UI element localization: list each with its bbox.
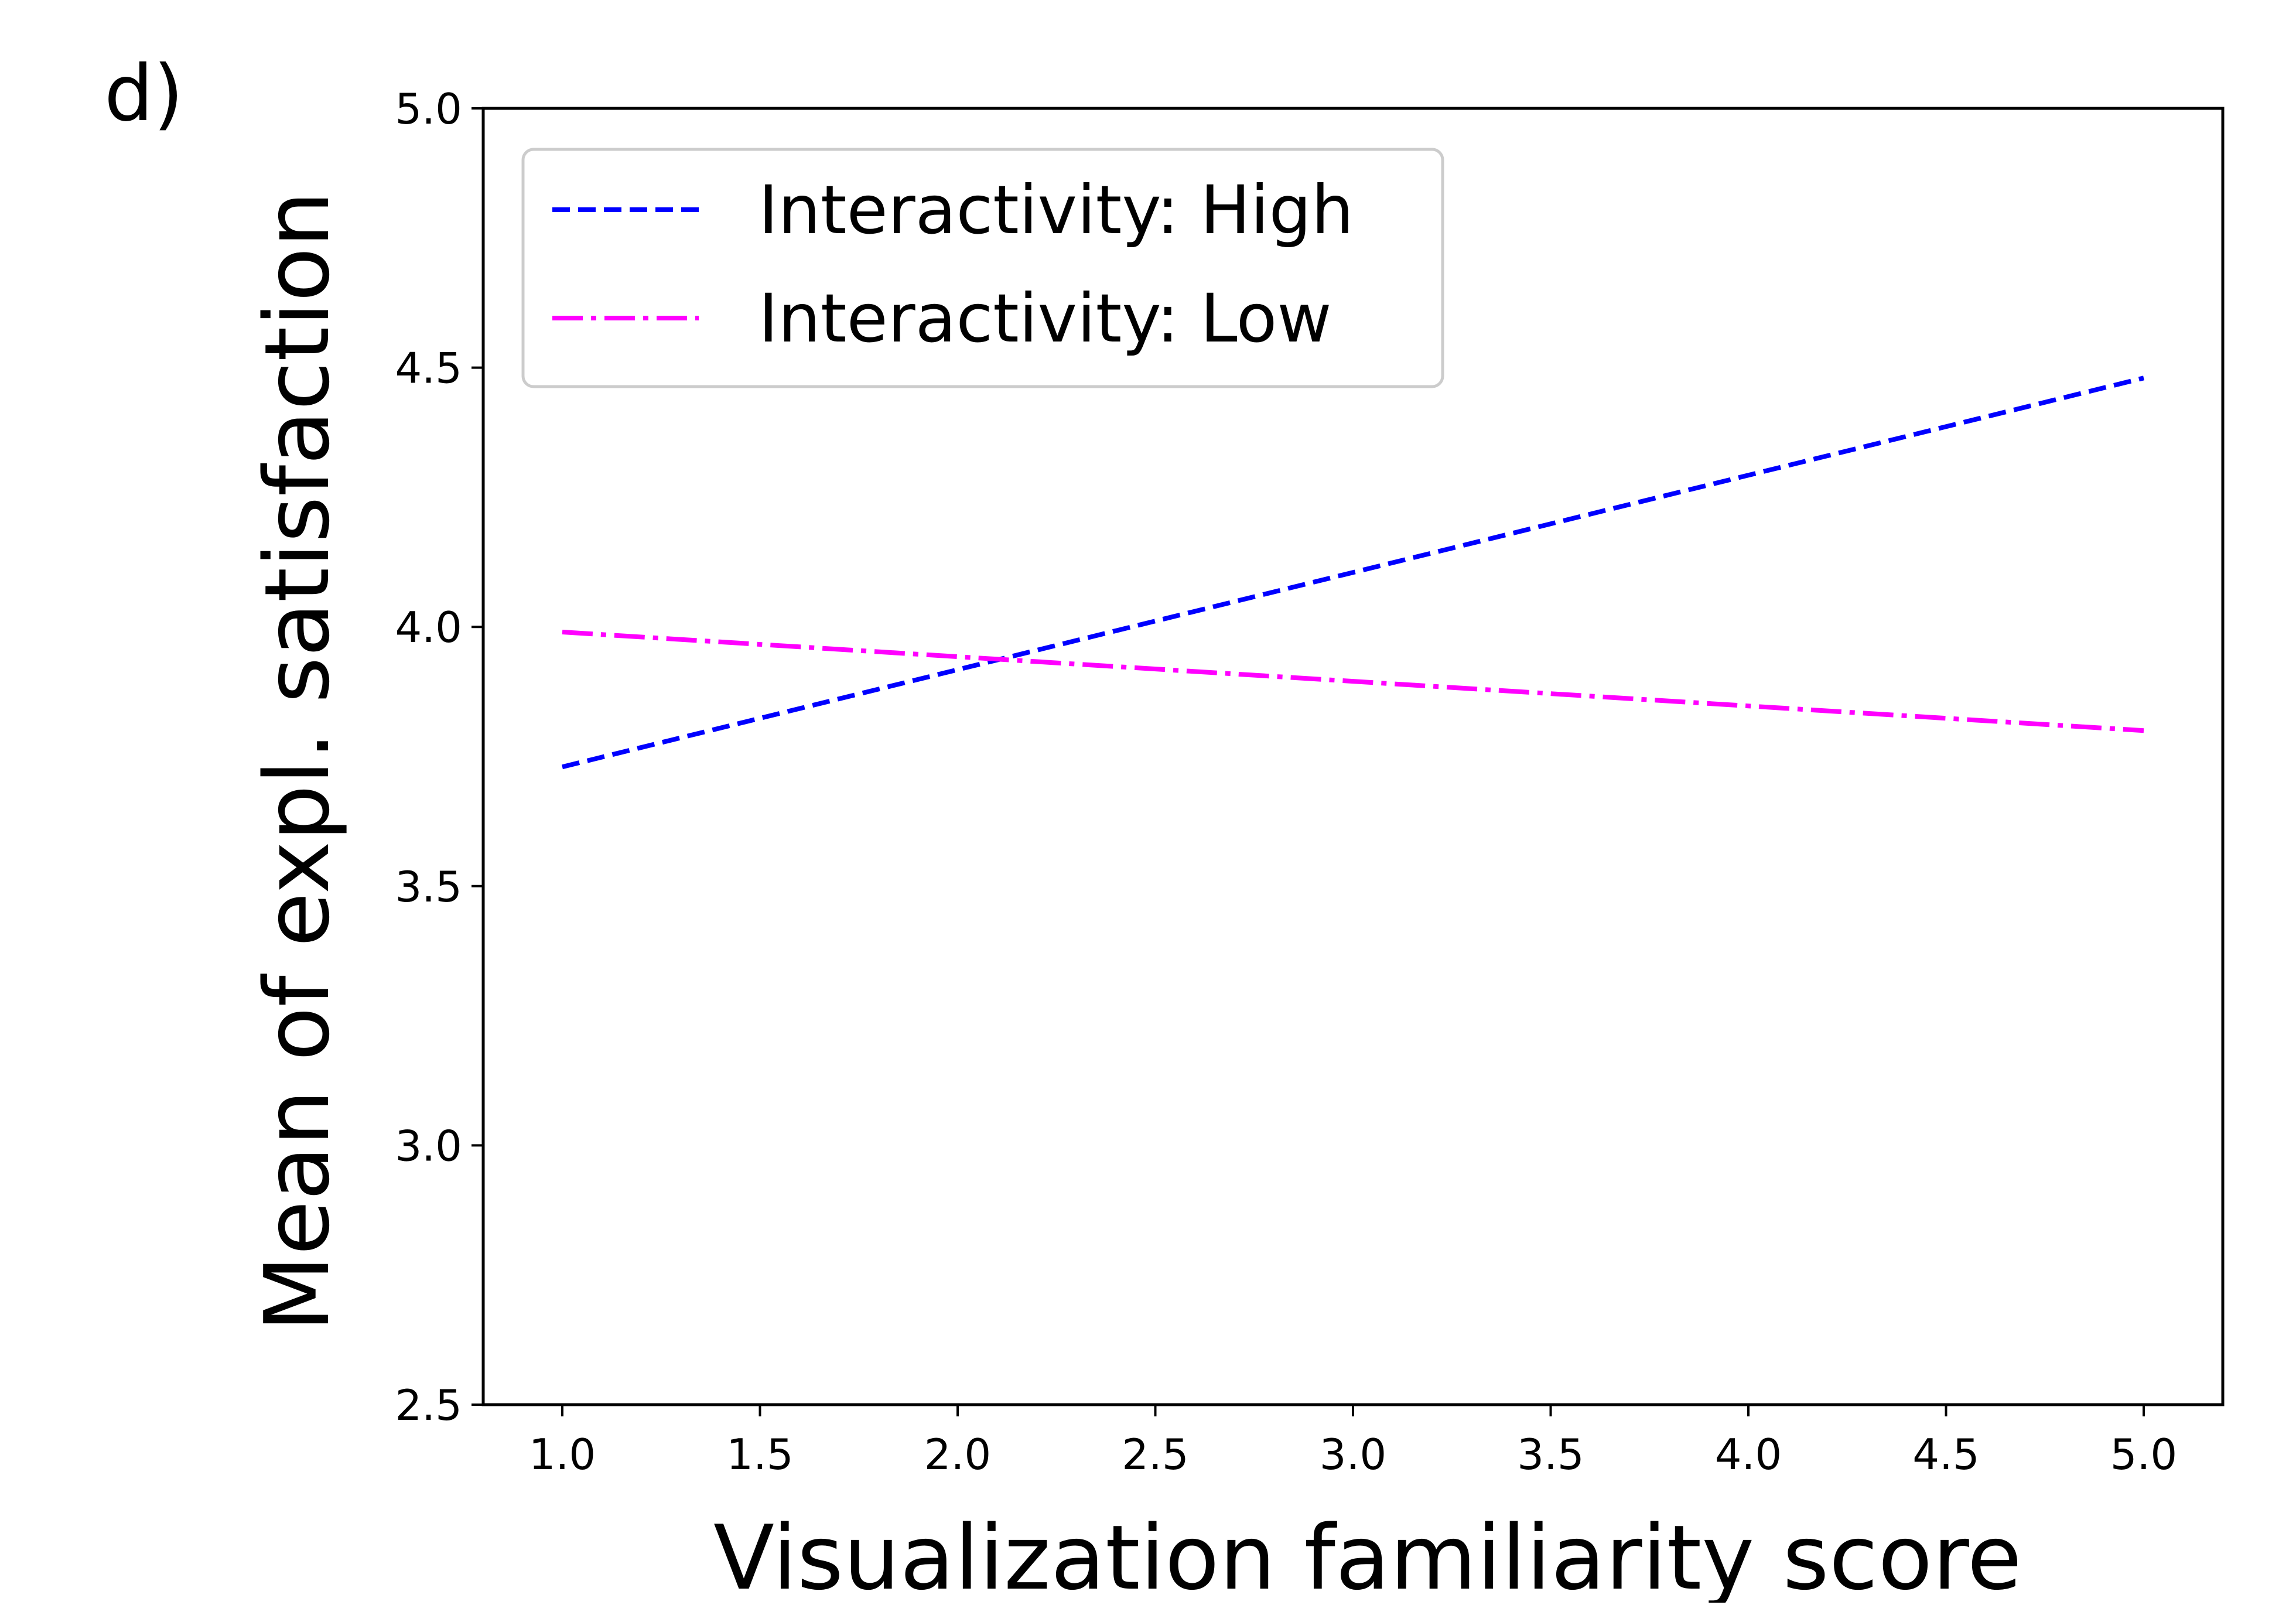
y-tick-label: 5.0 <box>395 84 462 134</box>
y-tick-label: 2.5 <box>395 1381 462 1430</box>
y-tick-label: 4.5 <box>395 344 462 393</box>
legend-label: Interactivity: High <box>758 171 1354 249</box>
x-tick-label: 4.5 <box>1912 1430 1980 1479</box>
series-line-high <box>562 375 2144 770</box>
y-tick-label: 3.5 <box>395 862 462 911</box>
legend-box <box>521 148 1444 388</box>
x-tick-label: 2.0 <box>924 1430 992 1479</box>
axis-ticks: 1.0 1.5 2.0 2.5 3.0 3.5 4.0 4.5 5.0 2.5 3.0 3.5 4.0 4… <box>395 84 2177 1479</box>
series-line-low <box>562 630 2144 733</box>
x-tick-label: 2.5 <box>1122 1430 1189 1479</box>
legend-label: Interactivity: Low <box>758 279 1332 357</box>
x-tick-label: 4.0 <box>1715 1430 1782 1479</box>
x-tick-label: 3.0 <box>1320 1430 1387 1479</box>
x-tick-label: 1.5 <box>726 1430 794 1479</box>
y-tick-label: 3.0 <box>395 1121 462 1170</box>
x-axis-title: Visualization familiarity score <box>713 1506 2022 1603</box>
legend: Interactivity: High Interactivity: Low <box>521 148 1444 388</box>
y-tick-label: 4.0 <box>395 603 462 652</box>
panel-label: d) <box>104 49 183 139</box>
x-tick-label: 5.0 <box>2110 1430 2178 1479</box>
series-layer <box>562 375 2144 770</box>
x-tick-label: 3.5 <box>1517 1430 1584 1479</box>
x-tick-label: 1.0 <box>529 1430 596 1479</box>
y-axis-title: Mean of expl. satisfaction <box>245 191 349 1332</box>
